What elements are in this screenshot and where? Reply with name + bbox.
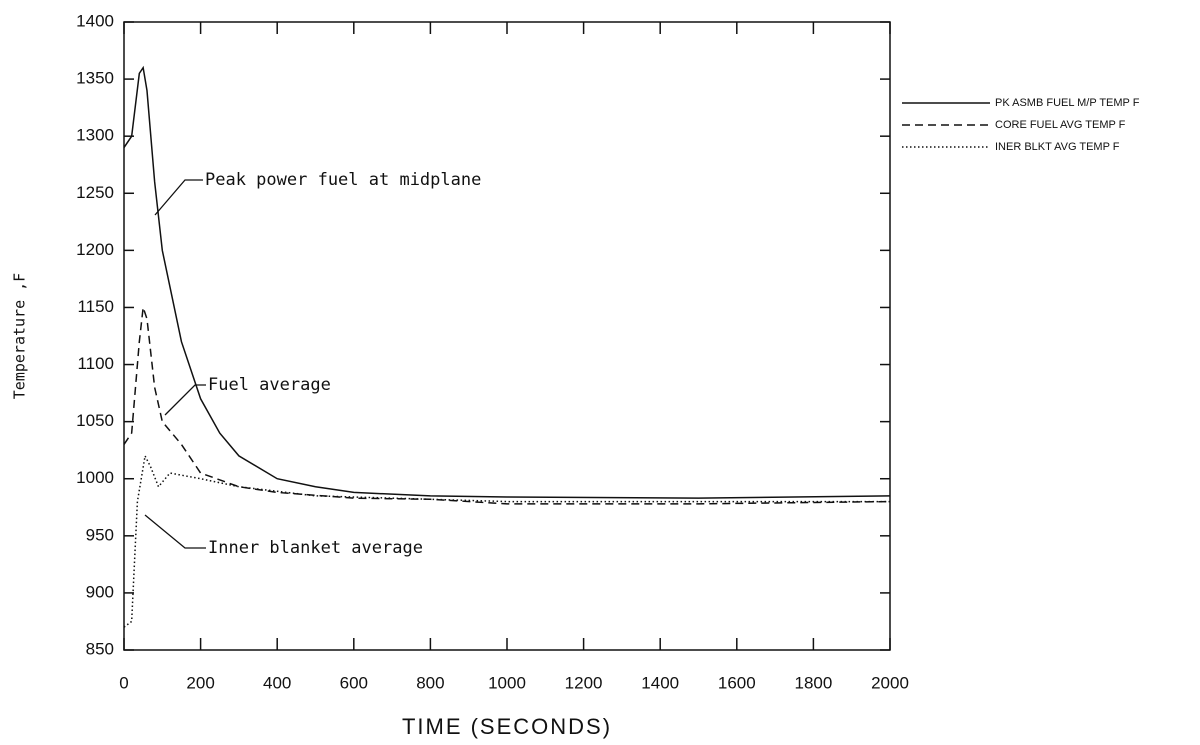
x-tick-label: 600 bbox=[340, 673, 368, 692]
x-tick-label: 1200 bbox=[565, 673, 603, 692]
x-tick-label: 2000 bbox=[871, 673, 909, 692]
y-tick-label: 950 bbox=[86, 525, 114, 544]
x-tick-label: 800 bbox=[416, 673, 444, 692]
x-tick-label: 1800 bbox=[794, 673, 832, 692]
y-tick-label: 1050 bbox=[76, 411, 114, 430]
y-tick-label: 1250 bbox=[76, 183, 114, 202]
annotation: Peak power fuel at midplane bbox=[205, 170, 481, 190]
x-axis-title: TIME (SECONDS) bbox=[402, 714, 612, 739]
annotation-leader bbox=[144, 514, 206, 549]
x-tick-label: 1400 bbox=[641, 673, 679, 692]
y-tick-label: 900 bbox=[86, 582, 114, 601]
x-tick-label: 0 bbox=[119, 673, 128, 692]
x-tick-label: 200 bbox=[186, 673, 214, 692]
y-tick-label: 1150 bbox=[77, 297, 114, 316]
annotation: Fuel average bbox=[208, 375, 331, 395]
y-tick-label: 1200 bbox=[76, 240, 114, 259]
series-line bbox=[123, 453, 890, 628]
y-tick-label: 850 bbox=[86, 639, 114, 658]
legend-label: INER BLKT AVG TEMP F bbox=[995, 141, 1120, 153]
x-tick-label: 1600 bbox=[718, 673, 756, 692]
y-tick-label: 1350 bbox=[76, 69, 114, 88]
legend-label: PK ASMB FUEL M/P TEMP F bbox=[995, 97, 1140, 109]
y-axis-title: Temperature ,F bbox=[11, 273, 29, 399]
x-tick-label: 1000 bbox=[488, 673, 526, 692]
legend-label: CORE FUEL AVG TEMP F bbox=[995, 119, 1126, 131]
y-tick-label: 1100 bbox=[77, 354, 114, 373]
y-tick-label: 1000 bbox=[76, 468, 114, 487]
x-tick-label: 400 bbox=[263, 673, 291, 692]
annotation: Inner blanket average bbox=[208, 538, 423, 558]
series-line bbox=[123, 307, 891, 505]
series-line bbox=[123, 65, 891, 499]
y-tick-label: 1400 bbox=[76, 11, 114, 30]
annotation-leader bbox=[164, 384, 206, 416]
y-tick-label: 1300 bbox=[76, 126, 114, 145]
annotation-leader bbox=[154, 179, 203, 216]
